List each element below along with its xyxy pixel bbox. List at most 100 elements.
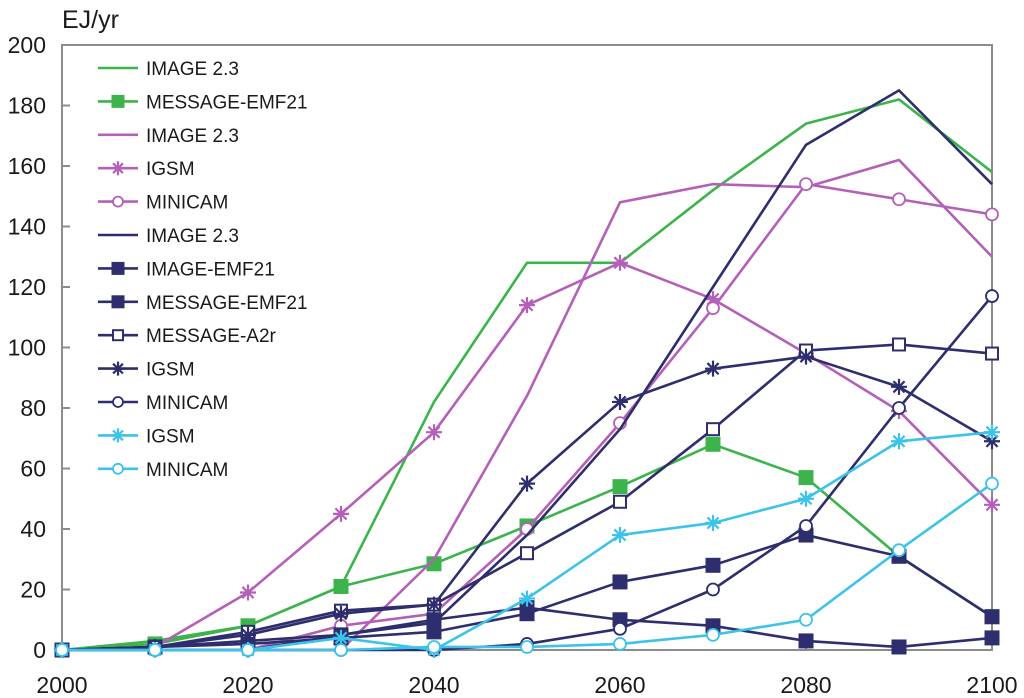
data-point xyxy=(798,633,814,649)
data-point xyxy=(426,624,442,640)
y-tick-label: 0 xyxy=(33,637,46,663)
data-point xyxy=(519,297,535,314)
legend-item: MINICAM xyxy=(98,460,228,481)
x-tick-label: 2020 xyxy=(222,672,273,698)
legend-swatch-marker xyxy=(111,94,125,108)
legend-label: MESSAGE-EMF21 xyxy=(146,293,308,314)
legend-label: IMAGE-EMF21 xyxy=(146,259,275,280)
data-point xyxy=(705,291,721,308)
data-point xyxy=(984,424,1000,441)
legend-label: IMAGE 2.3 xyxy=(146,59,239,80)
data-point xyxy=(613,621,627,636)
legend-swatch-marker xyxy=(111,295,125,309)
legend-item: IGSM xyxy=(98,360,195,381)
data-point xyxy=(55,643,69,657)
data-point xyxy=(519,590,535,607)
series-line xyxy=(62,482,993,652)
data-point xyxy=(891,378,907,395)
legend-item: IGSM xyxy=(98,426,195,447)
x-tick-label: 2040 xyxy=(408,672,459,698)
x-tick-label: 2000 xyxy=(36,672,87,698)
legend-label: IMAGE 2.3 xyxy=(146,226,239,247)
data-point xyxy=(984,609,1000,625)
y-axis-ticks: 0 20 40 60 80 100 120 140 160 180 200 xyxy=(8,32,70,663)
data-point xyxy=(984,496,1000,513)
data-point xyxy=(612,393,628,410)
legend-label: IGSM xyxy=(146,360,195,381)
legend-label: IGSM xyxy=(146,426,195,447)
y-tick-label: 100 xyxy=(8,335,46,361)
data-point xyxy=(612,254,628,271)
data-point xyxy=(612,574,628,590)
data-point xyxy=(799,177,813,192)
data-point xyxy=(333,629,349,646)
y-tick-label: 200 xyxy=(8,32,46,58)
x-tick-label: 2080 xyxy=(780,672,831,698)
data-point xyxy=(240,584,256,601)
data-point xyxy=(520,640,534,654)
data-point xyxy=(985,289,999,303)
legend-label: MINICAM xyxy=(146,460,228,481)
data-point xyxy=(706,422,720,437)
legend-item: IMAGE 2.3 xyxy=(98,126,239,147)
data-point xyxy=(519,606,535,622)
y-tick-label: 180 xyxy=(8,93,46,119)
legend-swatch-marker xyxy=(112,396,124,408)
series-12 xyxy=(55,476,999,657)
legend-item: MESSAGE-EMF21 xyxy=(98,92,308,113)
y-tick-label: 160 xyxy=(8,153,46,179)
data-point xyxy=(705,436,721,452)
data-point xyxy=(892,337,906,352)
data-point xyxy=(613,637,627,651)
data-point xyxy=(334,643,348,657)
y-tick-label: 80 xyxy=(20,395,46,421)
data-point xyxy=(612,479,628,495)
legend-label: MESSAGE-EMF21 xyxy=(146,92,308,113)
data-point xyxy=(705,557,721,573)
data-point xyxy=(612,527,628,544)
y-tick-label: 40 xyxy=(20,516,46,542)
legend-item: IMAGE 2.3 xyxy=(98,59,239,80)
data-point xyxy=(985,207,999,222)
data-point xyxy=(892,192,906,207)
data-point xyxy=(985,476,999,491)
legend-swatch-marker xyxy=(111,428,125,443)
x-tick-label: 2060 xyxy=(594,672,645,698)
data-point xyxy=(706,301,720,316)
data-point xyxy=(333,578,349,594)
x-tick-label: 2100 xyxy=(966,672,1017,698)
y-tick-label: 60 xyxy=(20,456,46,482)
data-point xyxy=(148,643,162,657)
data-point xyxy=(798,348,814,365)
data-point xyxy=(891,433,907,450)
legend-label: MINICAM xyxy=(146,393,228,414)
legend-item: MESSAGE-A2r xyxy=(98,326,277,347)
data-point xyxy=(705,360,721,377)
series-layer xyxy=(54,89,1000,658)
legend-swatch-marker xyxy=(111,361,125,376)
data-point xyxy=(241,643,255,657)
x-axis-ticks: 2000 2020 2040 2060 2080 2100 xyxy=(36,642,1018,698)
data-point xyxy=(985,346,999,361)
data-point xyxy=(706,582,720,597)
legend-label: MESSAGE-A2r xyxy=(146,326,277,347)
data-point xyxy=(333,605,349,622)
data-point xyxy=(799,519,813,533)
data-point xyxy=(798,490,814,507)
data-point xyxy=(426,596,442,613)
legend-swatch-marker xyxy=(111,261,125,275)
data-point xyxy=(984,433,1000,450)
legend-item: MESSAGE-EMF21 xyxy=(98,293,308,314)
data-point xyxy=(427,640,441,654)
data-point xyxy=(706,627,720,642)
data-point xyxy=(520,546,534,561)
y-axis-unit-label: EJ/yr xyxy=(62,6,119,34)
data-point xyxy=(798,470,814,486)
data-point xyxy=(240,626,256,643)
data-point xyxy=(984,630,1000,646)
data-point xyxy=(892,401,906,415)
legend-item: IMAGE 2.3 xyxy=(98,226,239,247)
legend-item: MINICAM xyxy=(98,393,228,414)
data-point xyxy=(799,612,813,627)
